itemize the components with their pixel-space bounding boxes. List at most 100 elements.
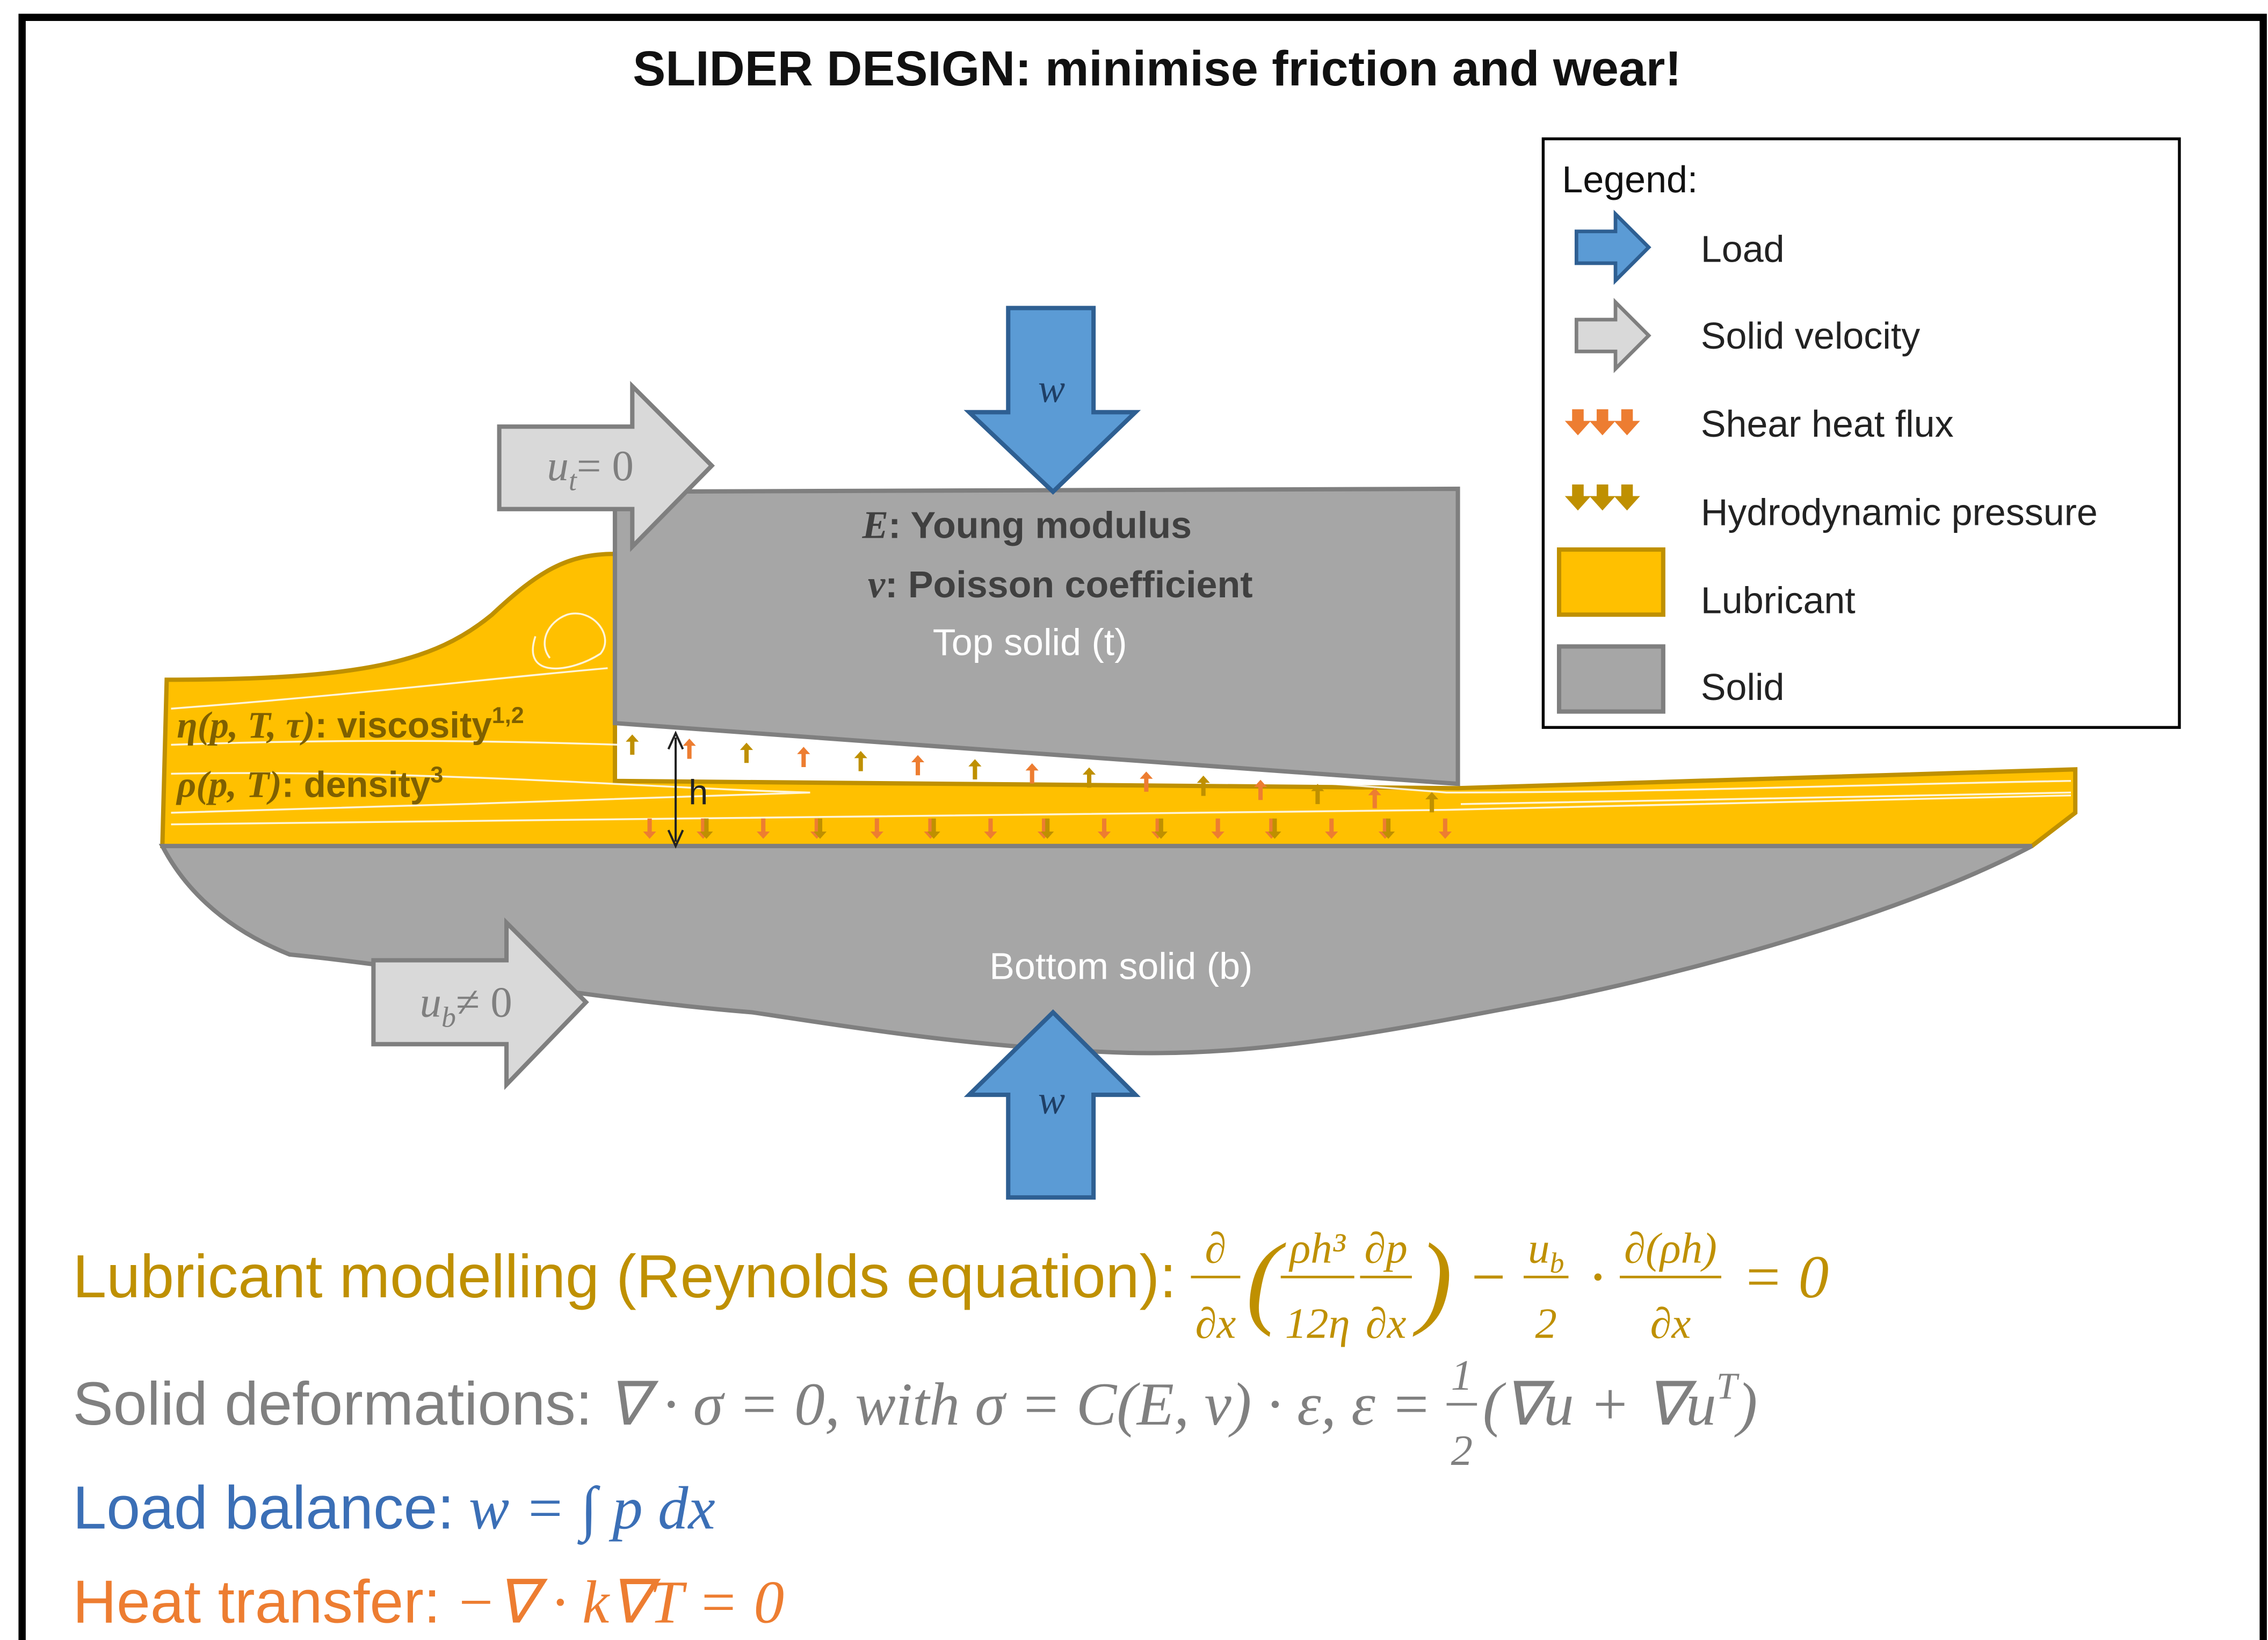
equation-math: )	[1734, 1371, 1758, 1438]
legend-box	[1541, 137, 2181, 729]
flux-arrow	[968, 759, 982, 779]
velocity-symbol: u	[420, 979, 441, 1027]
equation-math: w = ∫ p dx	[469, 1475, 715, 1545]
flux-arrow	[1211, 818, 1224, 839]
flux-arrow	[1154, 818, 1168, 839]
fraction-denominator: ∂x	[1366, 1299, 1407, 1347]
flux-arrow	[870, 818, 883, 839]
legend-solid-icon	[1556, 644, 1665, 714]
equation-math: ·	[1574, 1244, 1620, 1311]
legend-item: Hydrodynamic pressure	[1701, 491, 2098, 533]
fraction-numerator: u	[1528, 1224, 1549, 1272]
flux-arrow	[911, 755, 925, 776]
legend-lubricant-icon	[1556, 547, 1665, 617]
velocity-bottom-arrow	[371, 917, 589, 1090]
velocity-subscript: b	[441, 1001, 456, 1033]
equation-math: (∇u + ∇u	[1483, 1371, 1716, 1438]
lubricant-symbol: η(p, T, τ)	[177, 705, 315, 746]
flux-arrow	[643, 818, 656, 839]
lubricant-text: : density	[282, 764, 431, 805]
equation-math: = 0	[1727, 1244, 1829, 1311]
fraction-denominator: ∂x	[1650, 1299, 1691, 1347]
flux-arrow	[1253, 779, 1267, 800]
fraction-numerator: 1	[1451, 1352, 1473, 1399]
load-top-label: w	[1038, 366, 1065, 411]
flux-arrow	[683, 738, 696, 759]
legend-heat-icon	[1564, 409, 1640, 436]
fraction-numerator: ∂p	[1365, 1224, 1408, 1272]
legend-item: Lubricant	[1701, 580, 1856, 622]
legend-item: Shear heat flux	[1701, 403, 1954, 445]
fraction-denominator: ∂x	[1195, 1299, 1236, 1347]
flux-arrow	[1325, 818, 1338, 839]
flux-arrow	[757, 818, 770, 839]
property-text: : Poisson coefficient	[885, 563, 1252, 605]
lubricant-symbol: ρ(p, T)	[176, 764, 281, 805]
equation-math: )	[1412, 1222, 1453, 1337]
lubricant-text: : viscosity	[315, 705, 492, 746]
property-symbol: ν	[868, 562, 886, 606]
flux-arrow	[1425, 792, 1439, 813]
bottom-solid	[158, 843, 2033, 1056]
interface-arrows	[626, 734, 1452, 839]
flux-arrow	[1082, 767, 1096, 788]
lubricant-sup: 1,2	[492, 703, 524, 728]
load-bottom-label: w	[1038, 1078, 1065, 1123]
lubricant-sup: 3	[430, 762, 443, 788]
gap-label: h	[689, 773, 708, 812]
equation-math: −	[1452, 1244, 1524, 1311]
fraction-numerator: ρh³	[1288, 1224, 1346, 1272]
property-symbol: E	[862, 503, 888, 547]
flux-arrow	[797, 747, 810, 767]
fraction-numerator: ∂	[1205, 1224, 1226, 1272]
velocity-top-arrow	[497, 381, 715, 552]
flux-arrow	[1041, 818, 1054, 839]
flux-arrow	[1140, 771, 1153, 792]
legend-title: Legend:	[1562, 158, 1698, 200]
load-top-arrow	[963, 306, 1141, 495]
flux-arrow	[813, 818, 827, 839]
top-solid-label: Top solid (t)	[933, 622, 1127, 663]
flux-arrow	[1097, 818, 1111, 839]
flux-arrow	[1268, 818, 1281, 839]
bottom-solid-label: Bottom solid (b)	[989, 945, 1252, 987]
equation-label: Load balance:	[73, 1474, 454, 1542]
fraction-denominator: 12η	[1285, 1299, 1350, 1347]
flux-arrow	[626, 734, 639, 755]
top-solid	[612, 486, 1460, 786]
flux-arrow	[984, 818, 997, 839]
legend-velocity-icon	[1574, 298, 1651, 373]
velocity-relation: = 0	[577, 442, 634, 490]
fraction-numerator: ∂(ρh)	[1624, 1224, 1717, 1272]
legend-pressure-icon	[1564, 484, 1640, 511]
flux-arrow	[927, 818, 940, 839]
flux-arrow	[740, 742, 753, 763]
flux-arrow	[1311, 784, 1324, 804]
flux-arrow	[700, 818, 713, 839]
equation-superscript: T	[1716, 1366, 1740, 1407]
fraction-denominator: 2	[1535, 1299, 1557, 1347]
velocity-subscript: t	[569, 465, 578, 497]
equation-label: Solid deformations:	[73, 1370, 592, 1437]
legend-load-icon	[1574, 209, 1651, 285]
flux-arrow	[1197, 775, 1210, 796]
legend-item: Load	[1701, 228, 1785, 270]
equation-math: (	[1246, 1222, 1286, 1337]
fraction-denominator: 2	[1451, 1427, 1473, 1475]
equation-label: Heat transfer:	[73, 1568, 440, 1636]
fraction-numerator-subscript: b	[1549, 1247, 1564, 1279]
legend-item: Solid velocity	[1701, 315, 1920, 357]
flux-arrow	[1381, 818, 1395, 839]
legend-item: Solid	[1701, 666, 1785, 708]
velocity-symbol: u	[547, 442, 568, 490]
velocity-relation: ≠ 0	[456, 979, 512, 1027]
title: SLIDER DESIGN: minimise friction and wea…	[633, 41, 1682, 96]
flux-arrow	[1438, 818, 1452, 839]
lubricant	[160, 552, 2078, 848]
load-bottom-arrow	[963, 1009, 1141, 1200]
equation-math: −∇ · k∇T = 0	[455, 1569, 784, 1636]
property-text: : Young modulus	[888, 504, 1192, 546]
equation-label: Lubricant modelling (Reynolds equation):	[73, 1242, 1176, 1310]
flux-arrow	[1025, 763, 1039, 784]
